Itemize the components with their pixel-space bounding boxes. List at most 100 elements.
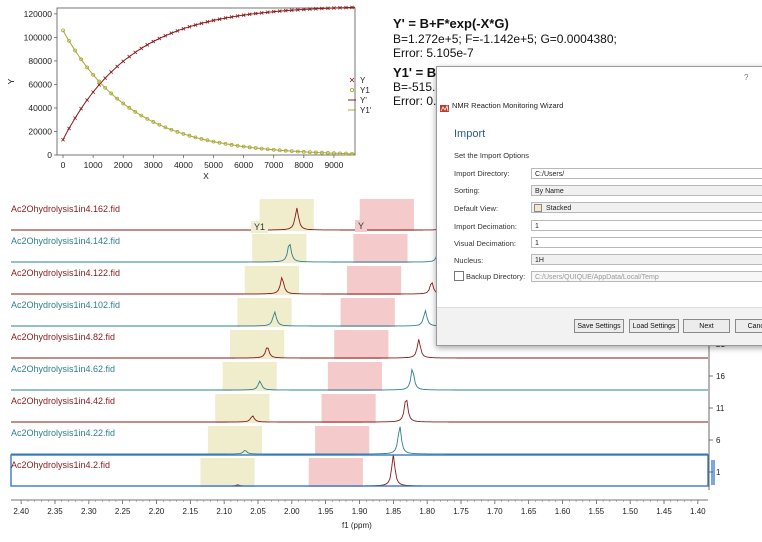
spectrum-label[interactable]: Ac2Ohydrolysis1in4.82.fid: [11, 332, 116, 342]
y-data-point: [277, 9, 282, 14]
y1-data-point: [332, 151, 336, 156]
ppm-tick-label: 2.15: [183, 507, 199, 516]
y-data-point: [241, 13, 246, 17]
spectrum-label[interactable]: Ac2Ohydrolysis1in4.162.fid: [11, 204, 121, 214]
cancel-button[interactable]: Cancel: [735, 319, 762, 333]
legend-entry: Y': [360, 96, 367, 105]
sorting-select[interactable]: By Name: [531, 185, 762, 196]
stacked-view-icon: [534, 204, 542, 212]
y1-integration-region: [207, 426, 263, 455]
y-data-point: [307, 7, 312, 11]
region-y1-label[interactable]: Y1: [251, 221, 269, 233]
y-data-point: [103, 76, 108, 81]
ppm-tick-label: 1.50: [622, 507, 638, 516]
y-integration-region: [347, 266, 402, 295]
y-data-point: [193, 23, 198, 27]
y-data-point: [211, 18, 216, 23]
y1-data-point: [109, 91, 114, 96]
y1-data-point: [301, 149, 306, 154]
legend-y-marker: [349, 77, 355, 83]
y1-data-point: [91, 72, 96, 77]
y-data-point: [91, 90, 96, 94]
spectrum-label[interactable]: Ac2Ohydrolysis1in4.102.fid: [11, 300, 121, 310]
spectrum-label[interactable]: Ac2Ohydrolysis1in4.122.fid: [11, 268, 121, 278]
selected-spectrum-frame: [10, 454, 709, 487]
y-data-point: [289, 8, 294, 13]
x-tick-label: 9000: [324, 160, 343, 170]
ppm-tick-label: 2.35: [47, 507, 63, 516]
y-data-point: [79, 106, 83, 111]
y1-integration-region: [222, 362, 277, 391]
y-data-point: [169, 31, 174, 36]
y-tick-label: 0: [47, 150, 52, 160]
y-data-point: [283, 8, 288, 13]
x-tick-label: 8000: [294, 160, 313, 170]
visual-decimation-input[interactable]: 1: [531, 237, 762, 248]
ppm-tick-label: 1.45: [656, 507, 672, 516]
y1-data-point: [97, 79, 102, 84]
ppm-tick-label: 1.75: [453, 507, 469, 516]
y1-data-point: [163, 125, 168, 130]
y1-data-point: [307, 150, 312, 155]
y1-data-point: [127, 105, 132, 110]
y-tick-label: 80000: [28, 56, 52, 66]
spectrum-trace: [11, 399, 708, 423]
nucleus-select[interactable]: 1H: [531, 254, 762, 265]
y1-data-point: [253, 146, 258, 150]
y-data-point: [271, 9, 276, 14]
region-y-label[interactable]: Y: [355, 220, 368, 232]
next-button[interactable]: Next: [683, 319, 730, 333]
fit-plot-axes: 0 1000 2000 3000 4000 5000 6000 7000 8000 9000 0 20…: [6, 7, 372, 181]
y1-data-point: [313, 150, 318, 155]
spectrum-trace: [11, 339, 708, 359]
y1-data-point: [187, 133, 192, 138]
default-view-select[interactable]: Stacked: [531, 202, 762, 213]
y-integration-region: [334, 330, 389, 359]
y1-integration-region: [215, 394, 270, 423]
spectrum-label[interactable]: Ac2Ohydrolysis1in4.2.fid: [11, 460, 111, 470]
y1-data-point: [175, 129, 180, 134]
help-button[interactable]: ?: [744, 73, 749, 82]
y1-data-point: [115, 96, 120, 101]
y-data-point: [344, 5, 348, 10]
spectrum-label[interactable]: Ac2Ohydrolysis1in4.42.fid: [11, 396, 116, 406]
import-decimation-input[interactable]: 1: [531, 220, 762, 231]
y1-data-point: [79, 57, 83, 62]
y1-data-point: [229, 142, 234, 147]
save-settings-button[interactable]: Save Settings: [574, 319, 624, 333]
y-data-point: [67, 126, 71, 131]
right-tick-label: 6: [716, 436, 721, 445]
spectrum-label[interactable]: Ac2Ohydrolysis1in4.62.fid: [11, 364, 116, 374]
y-data-point: [199, 21, 204, 26]
y1-integration-region: [200, 458, 255, 487]
backup-directory-input[interactable]: C:/Users/QUIQUE/AppData/Local/Temp: [531, 271, 762, 282]
y-data-point: [320, 6, 324, 11]
y-tick-label: 60000: [28, 79, 52, 89]
y1-integration-region: [259, 199, 314, 231]
load-settings-button[interactable]: Load Settings: [629, 319, 679, 333]
equation-2-params: B=-515.8: [393, 80, 443, 94]
stacked-spectra-plot: 2.40 2.35 2.30 2.25 2.20 2.15 2.10 2.05 2.00 1.95…: [10, 199, 725, 516]
spectrum-label[interactable]: Ac2Ohydrolysis1in4.142.fid: [11, 236, 121, 246]
import-directory-input[interactable]: C:/Users/: [531, 168, 762, 179]
nmr-reaction-monitoring-wizard-dialog[interactable]: ? NMR Reaction Monitoring Wizard Import …: [436, 66, 762, 346]
backup-directory-label: Backup Directory:: [466, 272, 526, 281]
ppm-tick-label: 2.30: [81, 507, 97, 516]
ppm-tick-label: 2.10: [216, 507, 232, 516]
y-data-point: [115, 64, 120, 69]
y1-data-point: [223, 141, 228, 146]
y-integration-region: [321, 394, 376, 423]
ppm-tick-label: 2.05: [250, 507, 266, 516]
ppm-tick-label: 1.55: [589, 507, 605, 516]
backup-directory-checkbox[interactable]: [454, 271, 464, 281]
y-data-point: [97, 82, 102, 87]
spectrum-label[interactable]: Ac2Ohydrolysis1in4.22.fid: [11, 428, 116, 438]
y1-integration-region: [244, 266, 299, 295]
y1-data-point: [199, 137, 204, 141]
y1-data-point: [217, 140, 222, 145]
app-icon: [440, 100, 449, 112]
y-data-point: [259, 10, 264, 15]
legend-entry: Y: [360, 76, 366, 85]
dialog-title: NMR Reaction Monitoring Wizard: [452, 101, 564, 110]
x-axis-label: f1 (ppm): [342, 521, 372, 530]
